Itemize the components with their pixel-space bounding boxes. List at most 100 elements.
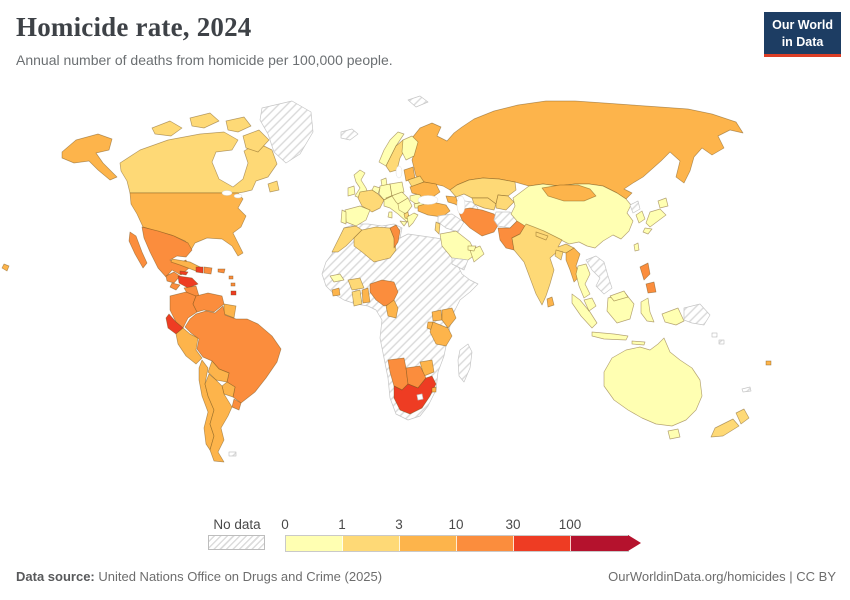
country-syria-iraq[interactable] — [437, 213, 465, 233]
country-canada-arctic-2[interactable] — [189, 112, 220, 129]
country-australia[interactable] — [603, 337, 703, 427]
country-haiti[interactable] — [195, 266, 204, 274]
country-new-caledonia[interactable] — [741, 386, 752, 393]
legend-no-data-swatch[interactable] — [208, 535, 265, 550]
legend-bin-5[interactable] — [571, 536, 628, 551]
country-tunisia[interactable] — [389, 224, 401, 249]
country-greece[interactable] — [406, 212, 419, 228]
country-dominican-republic[interactable] — [203, 266, 213, 275]
country-honduras[interactable] — [177, 275, 199, 289]
country-jamaica[interactable] — [179, 270, 189, 276]
country-guatemala[interactable] — [165, 271, 181, 284]
country-usa-hawaii[interactable] — [1, 263, 10, 272]
country-lesser-antilles-2[interactable] — [230, 282, 236, 287]
country-italy-sardinia[interactable] — [387, 211, 393, 219]
country-indonesia-sumatra[interactable] — [571, 293, 598, 329]
country-philippines-luzon[interactable] — [639, 262, 651, 281]
country-mexico-baja[interactable] — [128, 231, 148, 269]
country-new-zealand-north[interactable] — [735, 408, 750, 425]
country-svalbard[interactable] — [407, 95, 429, 108]
country-senegal[interactable] — [329, 273, 345, 283]
country-el-salvador[interactable] — [169, 282, 181, 291]
country-tanzania[interactable] — [429, 321, 453, 347]
country-papua-new-guinea[interactable] — [683, 303, 711, 326]
country-japan-honshu[interactable] — [645, 208, 667, 228]
country-new-zealand-south[interactable] — [710, 418, 740, 438]
country-sri-lanka[interactable] — [546, 296, 555, 308]
country-finland[interactable] — [401, 135, 419, 161]
country-fiji[interactable] — [765, 360, 772, 366]
country-ghana[interactable] — [351, 289, 363, 307]
country-australia-tasmania[interactable] — [667, 428, 681, 440]
country-israel[interactable] — [434, 221, 441, 235]
country-canada-arctic-1[interactable] — [151, 120, 183, 137]
country-taiwan[interactable] — [633, 242, 640, 252]
country-china[interactable] — [510, 183, 634, 249]
country-trinidad[interactable] — [230, 290, 237, 296]
country-bangladesh[interactable] — [554, 249, 564, 261]
country-kenya[interactable] — [441, 307, 457, 329]
country-solomon-islands-2[interactable] — [718, 339, 725, 345]
legend-bin-0[interactable] — [286, 536, 343, 551]
country-portugal[interactable] — [340, 209, 347, 225]
country-japan-kyushu[interactable] — [642, 227, 653, 235]
country-caucasus[interactable] — [445, 195, 459, 206]
country-venezuela[interactable] — [192, 292, 225, 313]
footer-citation-link[interactable]: OurWorldinData.org/homicides | CC BY — [608, 569, 836, 584]
country-solomon-islands-1[interactable] — [711, 332, 718, 338]
country-south-korea[interactable] — [635, 210, 646, 224]
country-philippines-mindanao[interactable] — [645, 281, 657, 294]
country-togo-benin[interactable] — [361, 287, 371, 304]
country-malaysia-borneo[interactable] — [609, 290, 629, 302]
country-madagascar[interactable] — [457, 343, 473, 383]
country-spain[interactable] — [344, 205, 371, 227]
country-sierra-leone[interactable] — [331, 287, 341, 297]
legend-bin-3[interactable] — [457, 536, 514, 551]
country-balkans[interactable] — [397, 197, 413, 215]
country-puerto-rico[interactable] — [217, 268, 226, 274]
country-thailand[interactable] — [575, 263, 591, 299]
country-yemen[interactable] — [451, 257, 469, 271]
country-burkina-faso[interactable] — [347, 277, 365, 291]
country-canada-arctic-3[interactable] — [225, 116, 252, 133]
country-indonesia-west-papua[interactable] — [661, 307, 685, 326]
country-colombia[interactable] — [169, 291, 198, 329]
country-indonesia-lesser-sunda[interactable] — [631, 340, 646, 346]
legend-bin-1[interactable] — [343, 536, 400, 551]
country-iceland[interactable] — [340, 128, 359, 141]
country-uruguay[interactable] — [231, 398, 242, 411]
country-japan-hokkaido[interactable] — [657, 197, 669, 209]
country-lesser-antilles-1[interactable] — [228, 275, 234, 280]
country-paraguay[interactable] — [221, 381, 236, 398]
country-peru[interactable] — [175, 327, 203, 365]
country-canada-baffin[interactable] — [242, 129, 270, 153]
country-mongolia[interactable] — [541, 184, 597, 202]
country-italy-sicily[interactable] — [399, 220, 408, 227]
country-usa-alaska[interactable] — [61, 133, 118, 181]
legend-bin-4[interactable] — [514, 536, 571, 551]
country-canada-newfoundland[interactable] — [267, 180, 280, 193]
country-uganda[interactable] — [431, 309, 443, 322]
country-ireland[interactable] — [347, 185, 356, 197]
country-uae[interactable] — [467, 245, 477, 252]
country-indochina[interactable] — [585, 255, 613, 295]
country-morocco[interactable] — [331, 225, 363, 253]
legend-bin-2[interactable] — [400, 536, 457, 551]
country-indonesia-java[interactable] — [591, 331, 629, 341]
country-france[interactable] — [357, 189, 385, 213]
country-eswatini[interactable] — [431, 386, 437, 393]
country-malaysia-peninsula[interactable] — [583, 297, 597, 312]
country-algeria[interactable] — [353, 226, 397, 263]
country-south-africa[interactable] — [393, 375, 437, 415]
country-greenland[interactable] — [259, 100, 314, 164]
owid-logo[interactable]: Our World in Data — [764, 12, 841, 57]
country-argentina[interactable] — [204, 373, 233, 463]
country-cameroon[interactable] — [385, 299, 399, 319]
country-canada[interactable] — [119, 131, 278, 194]
country-north-korea[interactable] — [629, 200, 641, 214]
country-falklands[interactable] — [228, 451, 237, 457]
country-nepal[interactable] — [535, 231, 549, 241]
country-iran[interactable] — [457, 207, 501, 237]
country-indonesia-sulawesi[interactable] — [640, 297, 655, 323]
country-kyrgyzstan-tajikistan[interactable] — [495, 194, 515, 211]
